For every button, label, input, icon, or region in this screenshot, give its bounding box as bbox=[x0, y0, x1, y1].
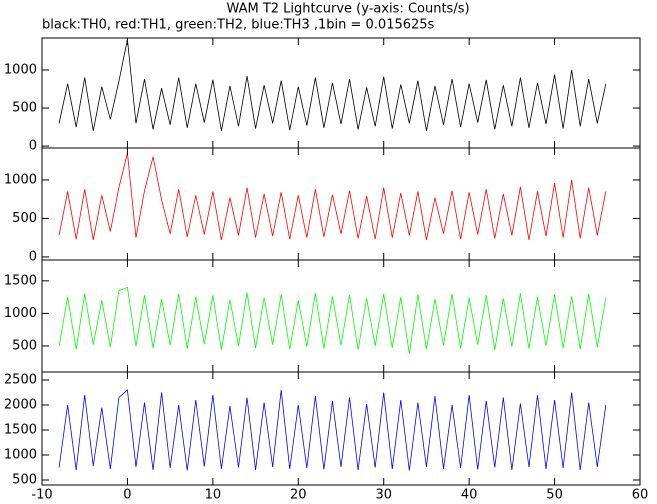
x-tick-label: 40 bbox=[461, 488, 478, 503]
y-tick-label: 1500 bbox=[4, 423, 37, 438]
x-tick-label: 50 bbox=[546, 488, 563, 503]
y-tick-label: 500 bbox=[12, 211, 37, 226]
x-tick-label: 60 bbox=[632, 488, 649, 503]
y-tick-label: 2500 bbox=[4, 373, 37, 388]
plot-frame bbox=[41, 147, 641, 261]
y-tick-label: 1000 bbox=[4, 306, 37, 321]
y-tick-label: 500 bbox=[12, 338, 37, 353]
y-tick-label: 1000 bbox=[4, 448, 37, 463]
y-tick-label: 1000 bbox=[4, 172, 37, 187]
data-line bbox=[58, 152, 607, 241]
x-tick-label: 20 bbox=[290, 488, 307, 503]
y-tick-label: 2000 bbox=[4, 398, 37, 413]
x-tick-label: -10 bbox=[31, 488, 52, 503]
y-tick-label: 1500 bbox=[4, 273, 37, 288]
plot-frame bbox=[41, 37, 641, 149]
chart-subtitle: black:TH0, red:TH1, green:TH2, blue:TH3 … bbox=[42, 18, 435, 33]
y-tick-label: 500 bbox=[12, 101, 37, 116]
data-line bbox=[58, 389, 607, 471]
x-tick-label: 0 bbox=[123, 488, 131, 503]
y-tick-label: 0 bbox=[29, 139, 37, 154]
y-tick-label: 500 bbox=[12, 473, 37, 488]
plot-frame bbox=[41, 371, 641, 486]
y-tick-label: 0 bbox=[29, 249, 37, 264]
x-tick-label: 30 bbox=[375, 488, 392, 503]
chart-title: WAM T2 Lightcurve (y-axis: Counts/s) bbox=[226, 2, 469, 17]
y-tick-label: 1000 bbox=[4, 62, 37, 77]
data-line bbox=[58, 39, 607, 131]
x-tick-label: 10 bbox=[205, 488, 222, 503]
data-line bbox=[58, 286, 607, 354]
